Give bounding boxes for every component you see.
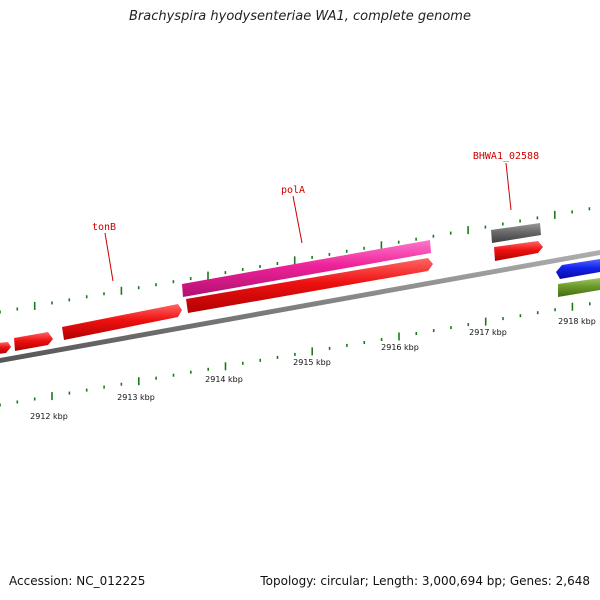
gene-arrow	[494, 241, 543, 261]
upper-tick-ruler	[0, 207, 591, 314]
label-leader-polA	[292, 195, 303, 244]
scale-label: 2918 kbp	[558, 317, 596, 326]
gene-arrow-polA-strand	[186, 258, 433, 313]
gene-feature-polA	[182, 240, 431, 297]
gene-arrow	[0, 342, 11, 354]
scale-label: 2916 kbp	[381, 343, 419, 352]
gene-label-polA: polA	[281, 185, 305, 196]
gene-arrow-blue	[556, 259, 600, 279]
gene-feature-BHWA1-02588	[491, 223, 541, 243]
genome-summary-text: Topology: circular; Length: 3,000,694 bp…	[260, 574, 590, 588]
page-title: Brachyspira hyodysenteriae WA1, complete…	[129, 9, 471, 24]
scale-label: 2913 kbp	[117, 393, 155, 402]
gene-label-BHWA1-02588: BHWA1_02588	[473, 151, 539, 162]
label-leader-tonB	[104, 232, 114, 282]
scale-label: 2917 kbp	[469, 328, 507, 337]
lower-tick-ruler	[0, 302, 591, 407]
gene-arrow-olive	[558, 278, 600, 297]
scale-label: 2914 kbp	[205, 375, 243, 384]
scale-label: 2915 kbp	[293, 358, 331, 367]
gene-arrow	[14, 332, 53, 351]
label-leader-BHWA1-02588	[505, 162, 512, 211]
gene-arrow-tonB	[62, 304, 182, 340]
gene-label-tonB: tonB	[92, 222, 116, 233]
accession-text: Accession: NC_012225	[9, 574, 146, 588]
genome-backbone	[0, 250, 600, 363]
scale-label: 2912 kbp	[30, 412, 68, 421]
